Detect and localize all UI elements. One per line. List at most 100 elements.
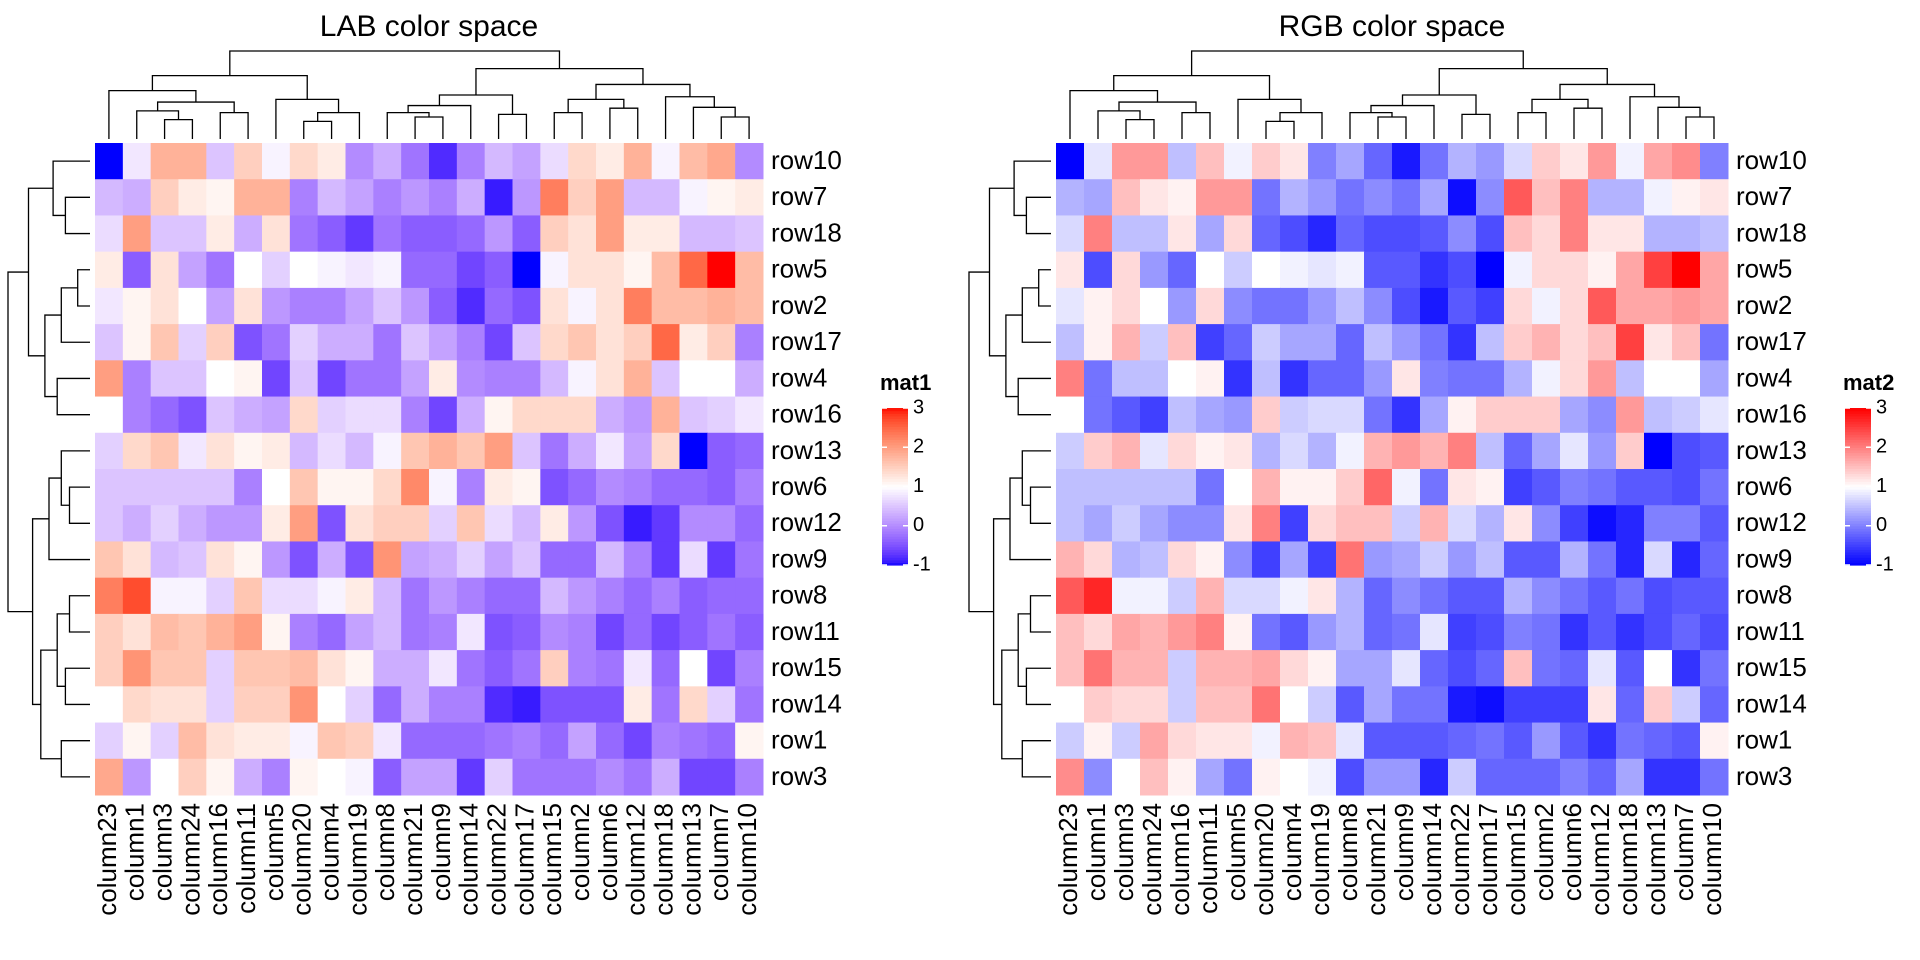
heatmap-cell [1364,613,1393,651]
column-label: column16 [1165,803,1195,916]
heatmap-cell [1224,360,1253,398]
legend-gradient-step [1845,491,1871,495]
heatmap-cell [512,577,541,615]
heatmap-cell [150,215,179,253]
heatmap-cell [95,324,124,361]
legend-gradient-step [1845,478,1871,482]
heatmap-cell [401,396,430,434]
legend-gradient-step [882,460,908,464]
heatmap-cell [1448,469,1477,506]
heatmap-cell [1420,251,1449,289]
heatmap-cell [150,287,179,325]
heatmap-cell [95,396,124,434]
heatmap-cell [429,541,458,579]
heatmap-cell [373,287,402,325]
row-label: row1 [1736,725,1792,755]
heatmap-cell [1168,613,1197,651]
legend-gradient-step [1845,447,1871,451]
heatmap-cell [262,360,291,398]
heatmap-cell [122,360,152,398]
heatmap-cell [95,650,124,687]
heatmap-cell [679,215,708,253]
heatmap-cell [679,360,708,398]
heatmap-cell [1588,360,1617,398]
heatmap-cell [1532,143,1561,180]
legend-tick-label: -1 [913,553,931,575]
heatmap-cell [1672,613,1701,651]
legend-gradient-step [1845,439,1871,443]
heatmap-cell [512,251,541,289]
heatmap-cell [1616,541,1645,579]
heatmap-cell [1112,469,1141,506]
heatmap-cell [178,758,207,796]
heatmap-cell [1644,686,1673,724]
row-label: row6 [771,471,827,501]
heatmap-cell [1700,577,1729,615]
heatmap-cell [1672,396,1701,434]
legend-gradient-step [882,447,908,451]
column-label: column19 [1305,803,1335,916]
heatmap-cell [1476,143,1505,180]
heatmap-cell [1084,650,1113,687]
heatmap-cell [1476,360,1505,398]
legend-tick-label: 0 [1876,514,1887,536]
heatmap-cell [456,577,486,615]
heatmap-cell [1308,179,1337,216]
heatmap-cell [1056,432,1085,470]
heatmap-cell [1560,686,1589,724]
legend-gradient-step [882,546,908,550]
heatmap-cell [1644,396,1673,434]
heatmap-cell [1392,505,1421,542]
heatmap-cell [150,613,179,651]
column-dendrogram-branch [1279,111,1323,139]
column-label: column5 [1221,803,1251,901]
legend-gradient-step [1845,465,1871,469]
heatmap-cell [262,324,291,361]
legend-gradient-step [882,408,908,412]
heatmap-cell [1420,469,1449,506]
column-dendrogram-branch [1069,89,1159,139]
heatmap-cell [1084,505,1113,542]
heatmap-cell [1168,541,1197,579]
heatmap-cell [401,613,430,651]
heatmap-cell [345,324,374,361]
heatmap-cell [1196,396,1225,434]
heatmap-cell [1588,722,1617,760]
heatmap-cell [568,432,597,470]
heatmap-cell [95,758,124,796]
heatmap-cell [651,722,680,760]
heatmap-cell [150,505,179,542]
row-label: row17 [771,326,842,356]
row-dendrogram-branch [1025,196,1051,235]
heatmap-cell [1252,324,1281,361]
heatmap-cell [1392,469,1421,506]
row-dendrogram-branch [27,187,54,357]
heatmap-cell [1476,469,1505,506]
legend-gradient-step [882,523,908,527]
heatmap-cell [651,143,680,180]
heatmap-cell [1056,287,1085,325]
column-label: column15 [537,803,567,916]
heatmap-cell [1056,577,1085,615]
heatmap-cell [234,686,263,724]
heatmap-cell [1672,179,1701,216]
heatmap-cell [373,215,402,253]
legend-gradient-step [1845,507,1871,511]
heatmap-cell [1112,686,1141,724]
heatmap-cell [1616,396,1645,434]
heatmap-cell [262,577,291,615]
row-dendrogram-branch [56,377,90,416]
heatmap-cell [1560,324,1589,361]
legend-gradient-step [1845,428,1871,433]
heatmap-cell [456,469,486,506]
heatmap-cell [512,650,541,687]
heatmap-cell [206,215,235,253]
heatmap-cell [317,215,346,253]
legend-gradient-step [1845,418,1871,422]
heatmap-cell [1672,505,1701,542]
legend-gradient-step [1845,457,1871,461]
column-label: column18 [648,803,678,916]
heatmap-cell [707,360,736,398]
heatmap-cell [1588,650,1617,687]
heatmap-cell [1252,143,1281,180]
